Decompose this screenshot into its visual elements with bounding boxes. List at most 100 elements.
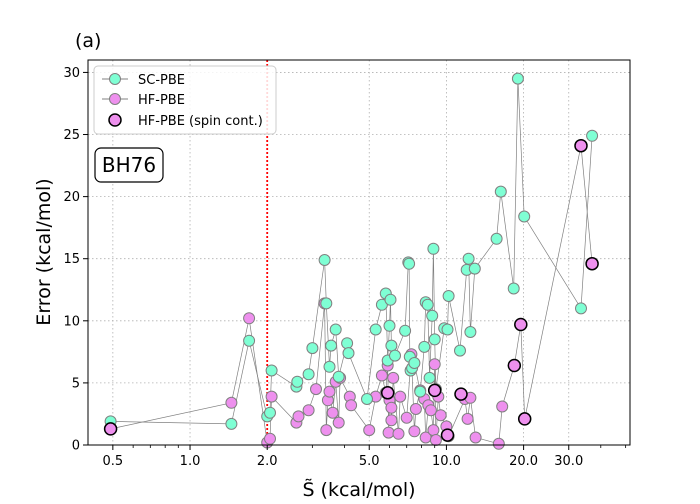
hf-pbe-point <box>387 371 400 384</box>
hf-pbe-point <box>385 401 398 414</box>
x-tick-label: 10.0 <box>432 454 461 469</box>
y-tick-label: 10 <box>63 314 80 329</box>
sc-pbe-point <box>243 334 256 347</box>
hf-pbe-point <box>400 411 413 424</box>
y-tick-label: 30 <box>63 66 80 81</box>
sc-pbe-point <box>302 368 315 381</box>
hf-pbe-point <box>394 390 407 403</box>
sc-pbe-point <box>306 342 319 355</box>
hf-pbe-point <box>310 383 322 396</box>
hf-pbe-point <box>428 358 441 371</box>
hf-pbe-point <box>363 424 376 437</box>
sc-pbe-point <box>361 393 373 405</box>
x-tick-label: 30.0 <box>554 454 583 469</box>
sc-pbe-point <box>418 340 431 353</box>
hf-pbe-spin-point <box>380 386 395 400</box>
sc-pbe-point <box>490 232 503 245</box>
hf-pbe-spin-point <box>440 428 455 442</box>
sc-pbe-point <box>332 370 345 383</box>
sc-pbe-point <box>464 326 477 338</box>
hf-pbe-point <box>320 424 333 437</box>
x-tick-label: 5.0 <box>359 454 380 469</box>
legend: SC-PBE HF-PBE HF-PBE (spin cont.) <box>93 65 277 135</box>
y-tick-label: 25 <box>63 128 80 143</box>
sc-pbe-point <box>511 72 524 85</box>
y-tick-label: 20 <box>63 190 80 205</box>
hf-pbe-spin-cont-points <box>103 138 599 442</box>
legend-label-sc-pbe: SC-PBE <box>138 73 185 88</box>
sc-pbe-points <box>104 72 599 430</box>
legend-frame <box>93 65 277 135</box>
sc-pbe-point <box>318 254 331 266</box>
hf-pbe-point <box>375 369 388 382</box>
x-axis-title: S̃ (kcal/mol) <box>302 479 415 500</box>
sc-pbe-point <box>385 339 398 352</box>
sc-pbe-point <box>421 298 434 311</box>
hf-pbe-spin-point <box>517 412 532 426</box>
hf-pbe-spin-point <box>585 256 599 271</box>
dataset-label-frame <box>94 147 164 183</box>
sc-pbe-point <box>325 339 338 352</box>
sc-pbe-point <box>441 323 454 336</box>
sc-pbe-point <box>291 375 304 388</box>
legend-label-hf-pbe-spin: HF-PBE (spin cont.) <box>138 114 263 129</box>
sc-pbe-point <box>369 323 382 336</box>
sc-pbe-point <box>265 364 278 377</box>
dataset-label-box: BH76 <box>94 147 164 183</box>
hf-pbe-spin-point <box>574 138 588 153</box>
hf-pbe-point <box>392 427 405 440</box>
y-tick-label: 5 <box>72 376 80 391</box>
hf-pbe-point <box>429 434 442 446</box>
sc-pbe-point <box>342 347 355 360</box>
legend-marker-hf-pbe <box>109 93 121 105</box>
sc-pbe-point <box>468 262 481 275</box>
hf-pbe-point <box>434 409 447 422</box>
hf-pbe-point <box>302 404 315 417</box>
hf-pbe-point <box>427 424 440 437</box>
hf-pbe-point <box>492 437 505 450</box>
sc-pbe-point <box>426 309 439 322</box>
hf-pbe-point <box>265 390 278 403</box>
sc-pbe-point <box>329 323 342 336</box>
hf-pbe-point <box>264 432 276 445</box>
panel-label: (a) <box>75 30 101 52</box>
hf-pbe-spin-point <box>514 317 528 332</box>
plot-frame <box>87 59 631 446</box>
hf-pbe-spin-point <box>427 383 442 398</box>
sc-pbe-point <box>454 344 466 357</box>
sc-pbe-point <box>225 417 238 430</box>
sc-pbe-point <box>518 210 531 223</box>
hf-pbe-point <box>243 312 256 325</box>
hf-pbe-point <box>323 385 336 398</box>
sc-pbe-point <box>403 257 416 270</box>
legend-marker-hf-pbe-spin <box>108 113 122 127</box>
sc-pbe-point <box>428 333 441 346</box>
sc-pbe-point <box>264 406 276 419</box>
x-tick-label: 2.0 <box>257 454 278 469</box>
sc-pbe-point <box>462 252 475 265</box>
hf-pbe-point <box>225 396 238 409</box>
hf-pbe-point <box>424 404 437 417</box>
sc-pbe-point <box>320 297 333 310</box>
sc-pbe-point <box>507 282 520 295</box>
sc-pbe-point <box>427 242 440 255</box>
sc-pbe-point <box>383 319 396 332</box>
hf-pbe-point <box>409 403 422 415</box>
x-tick-label: 20.0 <box>509 454 538 469</box>
sc-pbe-point <box>399 324 412 337</box>
y-axis-title: Error (kcal/mol) <box>33 178 55 325</box>
hf-pbe-point <box>332 416 345 429</box>
x-tick-label: 1.0 <box>180 454 201 469</box>
hf-pbe-point <box>382 426 395 439</box>
sc-pbe-point <box>414 385 427 398</box>
legend-label-hf-pbe: HF-PBE <box>138 93 185 108</box>
y-tick-label: 0 <box>72 439 80 454</box>
hf-pbe-point <box>385 414 398 427</box>
sc-pbe-point <box>442 290 455 302</box>
hf-pbe-point <box>408 425 421 438</box>
sc-pbe-point <box>341 337 354 350</box>
sc-pbe-point <box>384 293 397 306</box>
sc-pbe-point <box>586 129 599 142</box>
sc-pbe-point <box>423 371 436 384</box>
